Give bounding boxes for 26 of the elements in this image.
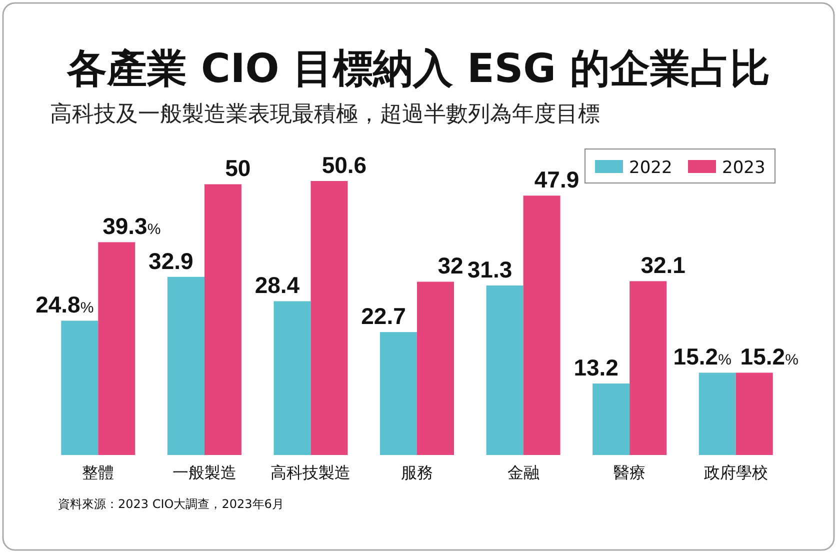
data-label: 50.6	[322, 152, 367, 178]
data-label: 47.9	[534, 166, 580, 193]
data-label: 24.8%	[36, 292, 94, 318]
x-tick-label: 一般製造	[172, 463, 236, 482]
data-label: 22.7	[361, 303, 406, 330]
data-label: 39.3%	[102, 213, 161, 240]
data-label: 15.2%	[673, 344, 732, 370]
x-tick-label: 醫療	[614, 463, 646, 482]
data-label: 13.2	[574, 354, 618, 381]
data-label: 32.9	[148, 248, 194, 274]
x-tick-label: 服務	[401, 463, 433, 482]
data-label: 28.4	[254, 272, 300, 298]
legend-label: 2023	[722, 158, 766, 178]
data-label: 32.1	[640, 252, 686, 278]
data-label: 15.2%	[740, 344, 798, 370]
x-tick-label: 整體	[82, 463, 114, 482]
chart-subtitle: 高科技及一般製造業表現最積極，超過半數列為年度目標	[50, 102, 600, 127]
legend-label: 2022	[629, 158, 672, 178]
data-label: 32	[438, 252, 464, 279]
source-note: 資料來源：2023 CIO大調查，2023年6月	[58, 497, 284, 511]
data-label: 50	[225, 155, 251, 182]
x-tick-label: 政府學校	[704, 463, 768, 482]
chart-title: 各產業 CIO 目標納入 ESG 的企業占比	[66, 46, 770, 92]
data-label: 31.3	[467, 256, 512, 283]
x-tick-label: 高科技製造	[270, 463, 351, 482]
x-tick-label: 金融	[507, 463, 540, 482]
